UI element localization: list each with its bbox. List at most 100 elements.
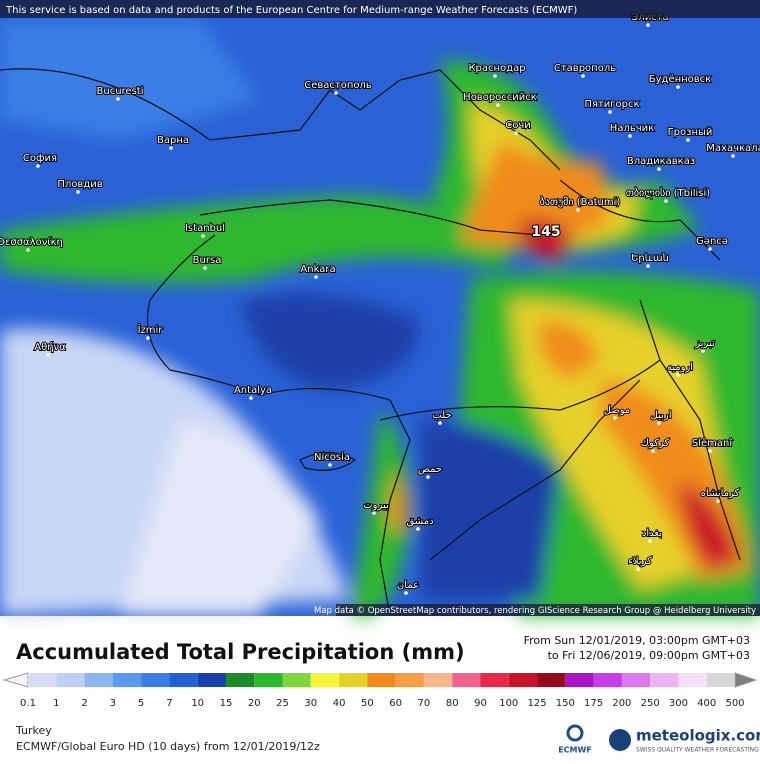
city-dot — [701, 349, 705, 353]
legend-swatch — [28, 673, 57, 687]
city-dot — [613, 416, 617, 420]
city-label: Пловдив — [57, 179, 102, 190]
city-dot — [26, 248, 30, 252]
legend-label: 200 — [612, 698, 631, 709]
city-dot — [328, 463, 332, 467]
city-label: بغداد — [642, 528, 662, 539]
legend-label: 250 — [641, 698, 660, 709]
legend-swatch — [452, 673, 481, 687]
city-dot — [404, 591, 408, 595]
city-label: ارومیه — [667, 362, 693, 373]
legend-swatch — [225, 673, 255, 687]
city-label: თბილისი (Tbilisi) — [626, 187, 710, 199]
model: ECMWF/Global Euro HD (10 days) from 12/0… — [16, 740, 320, 753]
brand-icon — [609, 729, 631, 751]
legend-swatch — [56, 673, 85, 687]
city-label: Bursa — [193, 255, 222, 266]
city-dot — [651, 449, 655, 453]
city-dot — [716, 499, 720, 503]
city-dot — [249, 396, 253, 400]
legend-label: 100 — [499, 698, 518, 709]
city-label: Antalya — [234, 385, 272, 396]
city-label: İzmir — [138, 323, 164, 336]
city-dot — [169, 146, 173, 150]
city-label: كربلاء — [628, 556, 652, 567]
legend-label: 2 — [81, 698, 87, 709]
legend-swatch — [508, 673, 538, 687]
legend-label: 7 — [166, 698, 172, 709]
legend-swatch — [537, 673, 566, 687]
city-dot — [76, 190, 80, 194]
attribution: Map data © OpenStreetMap contributors, r… — [314, 606, 756, 616]
legend-label: 15 — [220, 698, 233, 709]
legend-label: 3 — [110, 698, 116, 709]
city-label: Севастополь — [304, 80, 372, 91]
legend-swatch — [367, 673, 396, 687]
city-dot — [438, 421, 442, 425]
city-label: Gəncə — [696, 236, 728, 247]
city-dot — [314, 275, 318, 279]
city-label: Махачкала — [706, 143, 760, 154]
city-labels: Bucuresti Варна София Пловдив Θεσσαλονίκη Ist… — [0, 11, 760, 595]
max-label: 145 — [531, 224, 560, 240]
legend: 0.1 1 2 3 5 7 10 15 20 25 30 40 50 60 70 80 90 100 125 150 1… — [2, 672, 758, 709]
legend-swatch — [310, 673, 340, 687]
city-dot — [416, 527, 420, 531]
slogan: SWISS QUALITY WEATHER FORECASTING — [636, 747, 759, 754]
city-label: بيروت — [363, 500, 389, 511]
city-dot — [628, 134, 632, 138]
legend-label: 70 — [418, 698, 431, 709]
city-dot — [426, 475, 430, 479]
ecmwf-logo: ECMWF — [558, 724, 592, 755]
legend-swatch — [197, 673, 226, 687]
legend-label: 5 — [138, 698, 144, 709]
city-label: Αθήνα — [34, 341, 66, 353]
legend-label: 20 — [248, 698, 261, 709]
city-dot — [493, 74, 497, 78]
legend-label: 0.1 — [20, 698, 36, 709]
legend-label: 60 — [389, 698, 402, 709]
legend-swatch — [480, 673, 509, 687]
legend-label: 500 — [725, 698, 744, 709]
city-dot — [708, 247, 712, 251]
city-dot — [334, 91, 338, 95]
city-label: ბათუმი (Batumi) — [540, 196, 621, 208]
legend-swatch — [339, 673, 368, 687]
legend-label: 10 — [191, 698, 204, 709]
city-label: Варна — [157, 135, 189, 146]
legend-swatch — [706, 673, 735, 687]
legend-label: 90 — [474, 698, 487, 709]
legend-arrow-right — [734, 672, 758, 688]
city-dot — [646, 264, 650, 268]
city-label: Slêmanî — [692, 437, 732, 449]
legend-label: 400 — [697, 698, 716, 709]
city-dot — [496, 103, 500, 107]
city-dot — [46, 353, 50, 357]
city-dot — [514, 131, 518, 135]
city-dot — [686, 138, 690, 142]
legend-label: 175 — [584, 698, 603, 709]
city-label: Երևան — [631, 253, 669, 264]
city-dot — [708, 449, 712, 453]
title: Accumulated Total Precipitation (mm) — [16, 640, 465, 664]
legend-swatch — [141, 673, 170, 687]
city-label: كرمانشاه — [701, 488, 740, 499]
city-label: دمشق — [406, 516, 433, 527]
city-dot — [608, 110, 612, 114]
city-dot — [372, 511, 376, 515]
legend-label: 25 — [276, 698, 289, 709]
city-dot — [576, 208, 580, 212]
city-label: حمص — [418, 464, 442, 475]
region: Turkey — [15, 724, 52, 737]
ecmwf-text: ECMWF — [558, 746, 592, 755]
city-label: Краснодар — [468, 63, 525, 74]
city-dot — [36, 164, 40, 168]
city-label: Новороссийск — [463, 92, 537, 103]
legend-label: 40 — [333, 698, 346, 709]
city-label: Θεσσαλονίκη — [0, 236, 63, 248]
city-dot — [581, 74, 585, 78]
city-dot — [657, 167, 661, 171]
legend-swatch — [112, 673, 142, 687]
city-dot — [201, 234, 205, 238]
